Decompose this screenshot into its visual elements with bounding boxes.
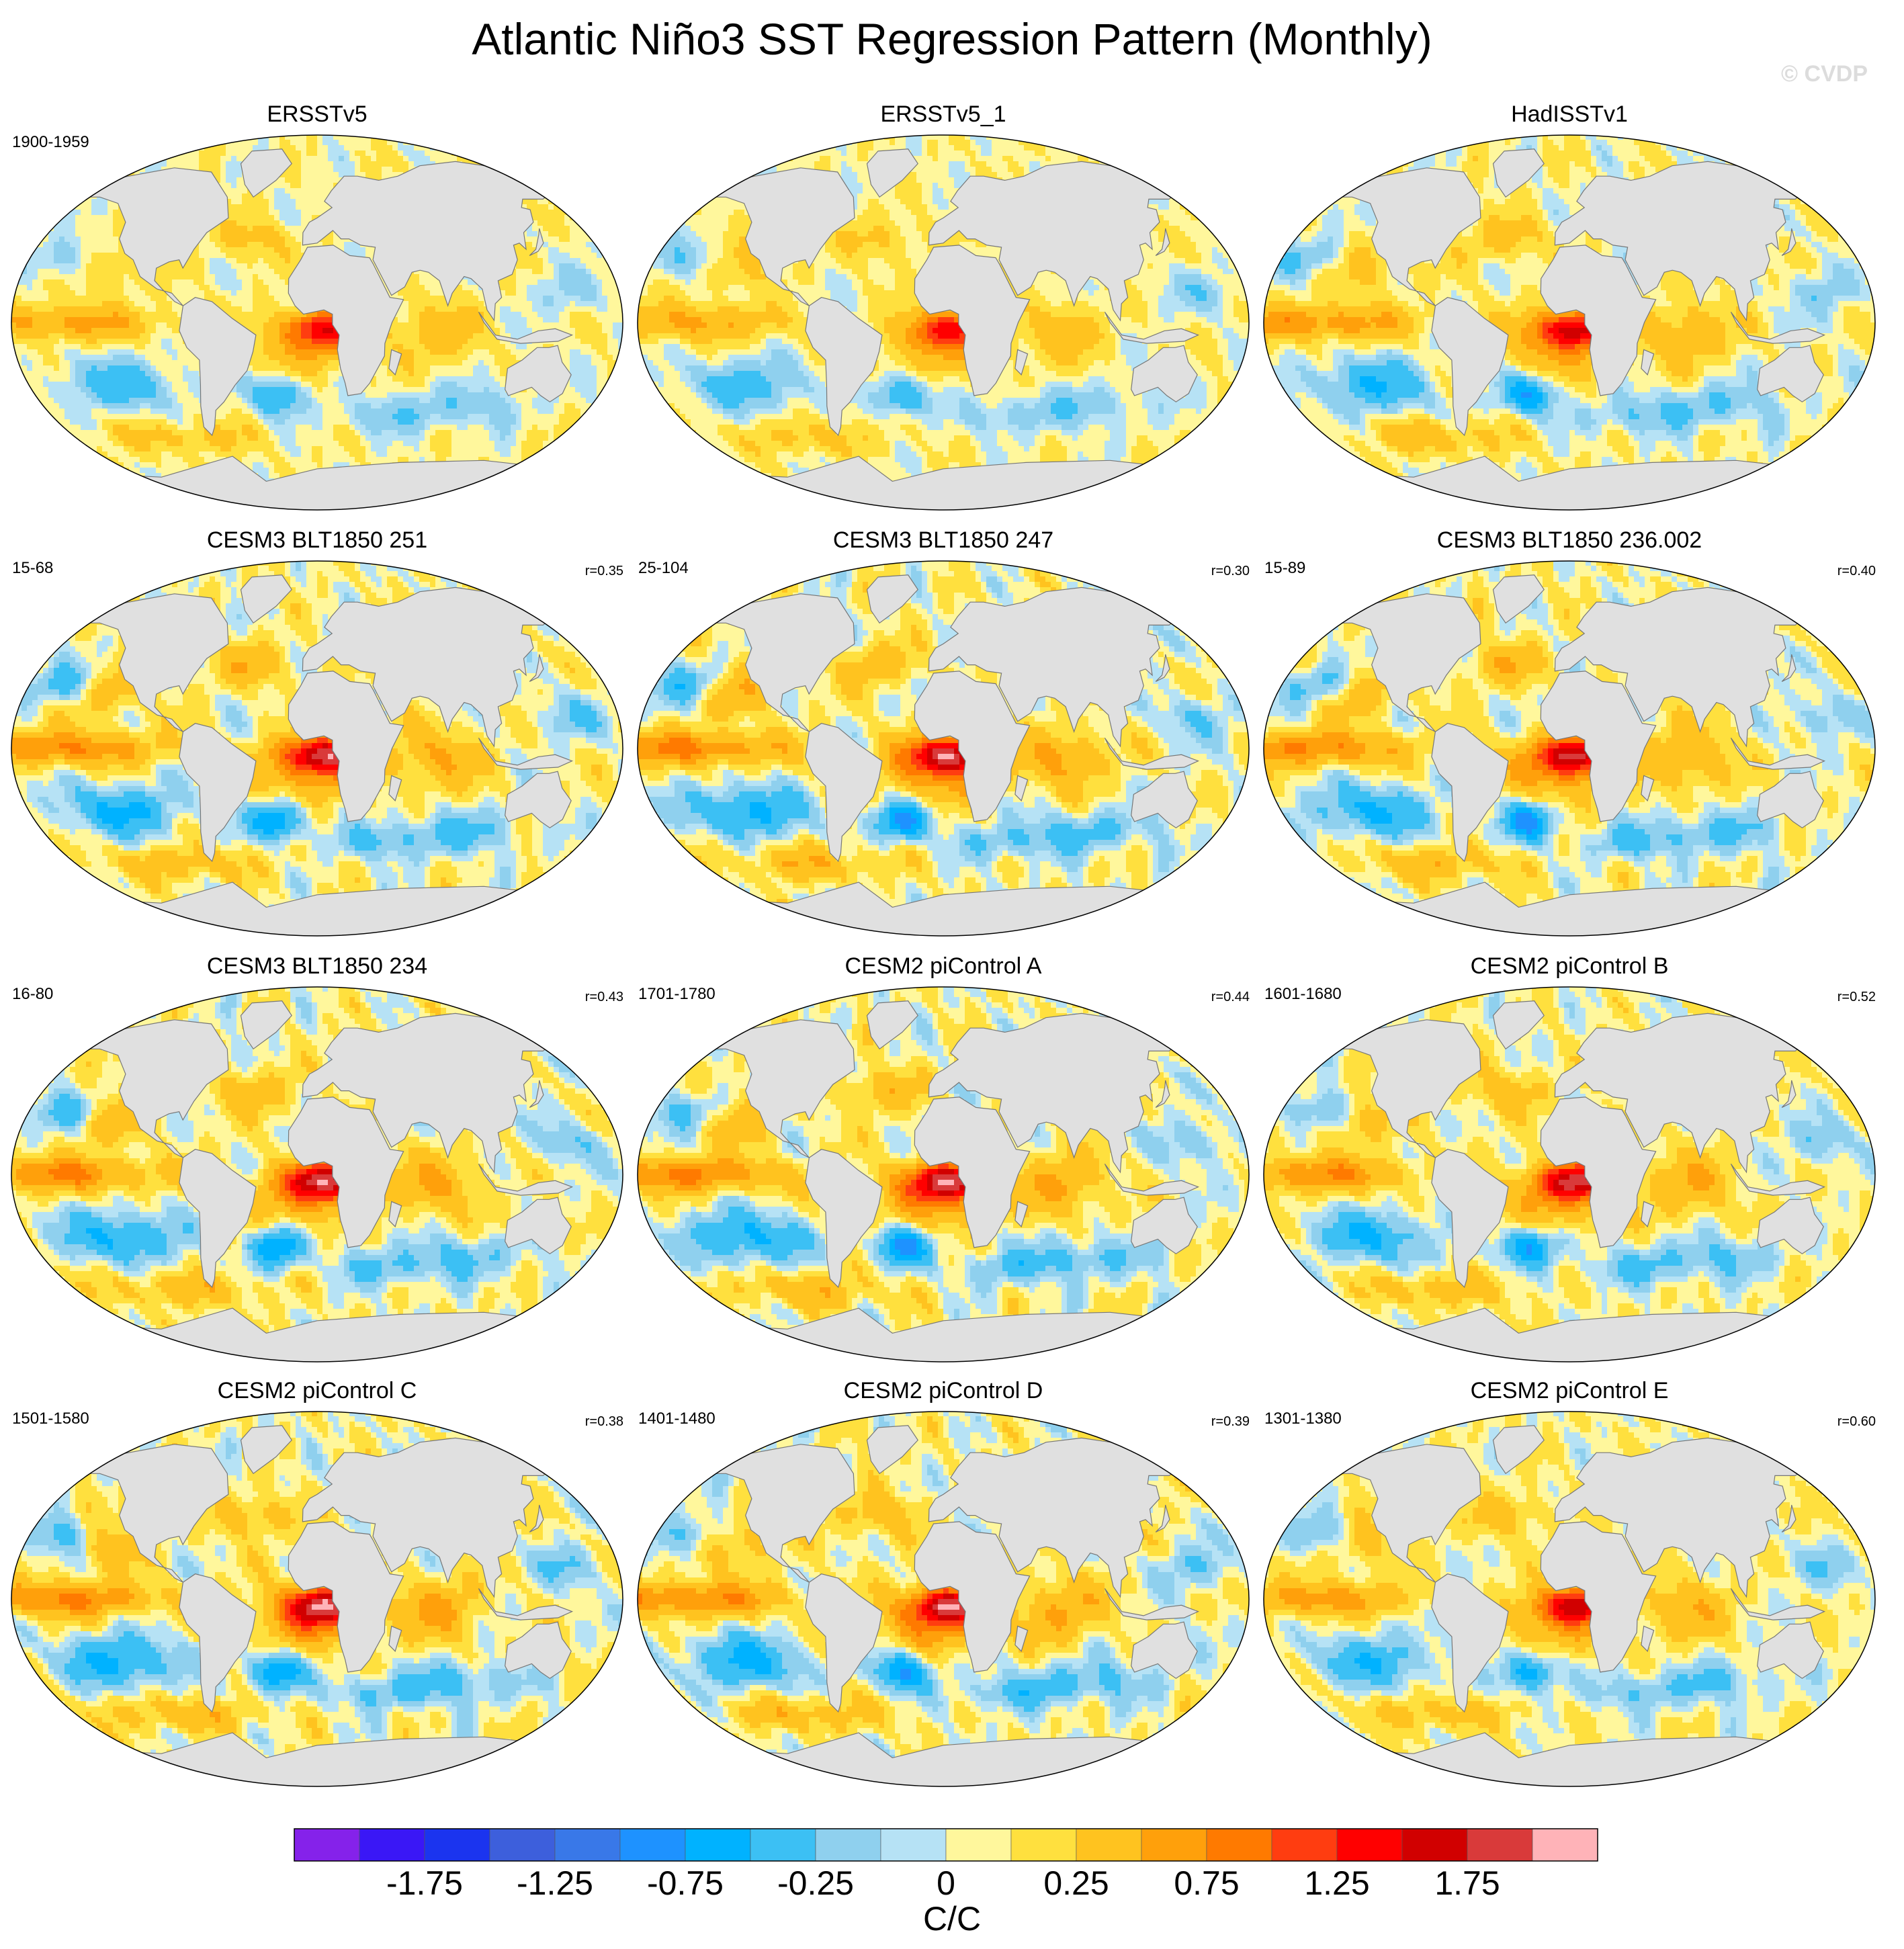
panel-title: CESM3 BLT1850 247 (637, 527, 1250, 554)
colorbar-tick-label: 0.25 (1043, 1864, 1109, 1902)
colorbar-outline (294, 1829, 1598, 1861)
colorbar-unit-label: C/C (0, 1899, 1904, 1939)
colorbar-swatch (1207, 1829, 1272, 1861)
regression-map (637, 1411, 1250, 1787)
sst-field (11, 986, 624, 1363)
colorbar-swatch (620, 1829, 685, 1861)
colorbar-tick-label: 1.75 (1434, 1864, 1500, 1902)
map-panel: CESM3 BLT1850 247 25-104 r=0.30 (637, 527, 1250, 937)
panel-title: HadISSTv1 (1263, 101, 1876, 128)
sst-field (637, 986, 1250, 1363)
panel-title: CESM2 piControl E (1263, 1377, 1876, 1404)
colorbar-swatch (359, 1829, 425, 1861)
map-panel: CESM3 BLT1850 234 16-80 r=0.43 (11, 953, 623, 1362)
regression-map (637, 134, 1250, 511)
regression-map (1263, 986, 1876, 1362)
regression-map (637, 986, 1250, 1362)
colorbar-swatch (816, 1829, 881, 1861)
panel-title: ERSSTv5 (11, 101, 623, 128)
colorbar-swatch (1141, 1829, 1207, 1861)
colorbar-swatch (1467, 1829, 1532, 1861)
sst-field (1263, 986, 1876, 1363)
colorbar-swatch (1337, 1829, 1402, 1861)
sst-field (11, 560, 624, 937)
sst-field (637, 134, 1250, 511)
colorbar-tick-label: 0 (937, 1864, 955, 1902)
regression-map (11, 560, 623, 937)
sst-field (11, 1411, 624, 1788)
panel-title: CESM2 piControl B (1263, 953, 1876, 980)
sst-field (1263, 134, 1876, 511)
regression-map (1263, 1411, 1876, 1787)
colorbar-tick-label: -0.25 (777, 1864, 854, 1902)
map-panel: CESM3 BLT1850 236.002 15-89 r=0.40 (1263, 527, 1876, 937)
regression-map (1263, 560, 1876, 937)
sst-field (11, 134, 624, 511)
colorbar-swatch (685, 1829, 750, 1861)
map-panel: ERSSTv5_1 (637, 101, 1250, 511)
colorbar-swatch (946, 1829, 1011, 1861)
colorbar-tick-label: -1.25 (517, 1864, 593, 1902)
panel-title: CESM3 BLT1850 236.002 (1263, 527, 1876, 554)
colorbar-swatch (294, 1829, 359, 1861)
colorbar-swatch (1076, 1829, 1141, 1861)
panel-title: CESM2 piControl C (11, 1377, 623, 1404)
map-panel: CESM2 piControl A 1701-1780 r=0.44 (637, 953, 1250, 1362)
regression-map (637, 560, 1250, 937)
colorbar-swatch (1402, 1829, 1467, 1861)
colorbar-tick-label: 1.25 (1304, 1864, 1369, 1902)
map-panel: CESM2 piControl C 1501-1580 r=0.38 (11, 1377, 623, 1787)
map-panel: CESM3 BLT1850 251 15-68 r=0.35 (11, 527, 623, 937)
map-panel: CESM2 piControl B 1601-1680 r=0.52 (1263, 953, 1876, 1362)
colorbar-swatch (555, 1829, 620, 1861)
colorbar-swatch (490, 1829, 555, 1861)
map-panel: ERSSTv5 1900-1959 (11, 101, 623, 511)
panel-title: CESM2 piControl A (637, 953, 1250, 980)
panel-title: CESM2 piControl D (637, 1377, 1250, 1404)
colorbar-tick-label: -1.75 (386, 1864, 463, 1902)
colorbar-swatch (750, 1829, 816, 1861)
colorbar-tick-label: 0.75 (1174, 1864, 1239, 1902)
regression-map (11, 1411, 623, 1787)
map-panel-grid: ERSSTv5 1900-1959 ERSSTv5_1 HadISSTv1 CESM3 … (0, 0, 1904, 1801)
sst-field (637, 560, 1250, 937)
map-panel: CESM2 piControl D 1401-1480 r=0.39 (637, 1377, 1250, 1787)
sst-field (1263, 560, 1876, 937)
map-panel: CESM2 piControl E 1301-1380 r=0.60 (1263, 1377, 1876, 1787)
regression-map (11, 134, 623, 511)
colorbar-swatch (881, 1829, 946, 1861)
map-panel: HadISSTv1 (1263, 101, 1876, 511)
panel-title: CESM3 BLT1850 234 (11, 953, 623, 980)
colorbar-swatch (1532, 1829, 1598, 1861)
colorbar-swatch (1272, 1829, 1337, 1861)
sst-field (1263, 1411, 1876, 1788)
colorbar-swatch (1011, 1829, 1076, 1861)
colorbar-swatch (425, 1829, 490, 1861)
panel-title: ERSSTv5_1 (637, 101, 1250, 128)
regression-map (1263, 134, 1876, 511)
sst-field (637, 1411, 1250, 1788)
panel-title: CESM3 BLT1850 251 (11, 527, 623, 554)
colorbar-tick-label: -0.75 (647, 1864, 724, 1902)
regression-map (11, 986, 623, 1362)
